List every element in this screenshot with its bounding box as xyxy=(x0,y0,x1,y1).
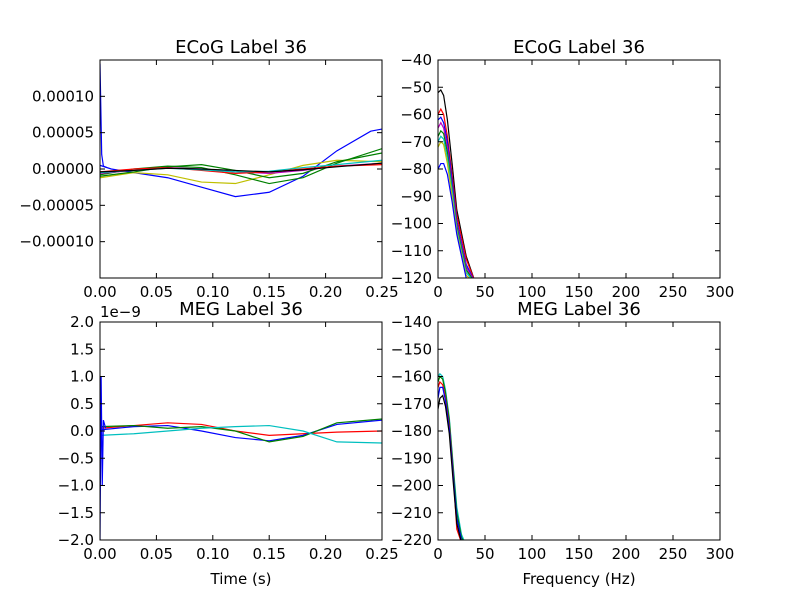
meg-time-xtick-label-4: 0.20 xyxy=(309,545,342,563)
ecog-psd-panel: 0 50 100 150 200 250 300 −40 −50 −60 −70 −80 −90 −100… xyxy=(391,37,735,301)
ecog-psd-xtick-label-3: 150 xyxy=(565,283,594,301)
meg-psd-xtick-label-3: 150 xyxy=(565,545,594,563)
ecog-psd-ytick-label-2: −60 xyxy=(400,106,432,124)
meg-time-panel: 0.00 0.05 0.10 0.15 0.20 0.25 2.0 1.5 1.0 0.5 0.0 −… xyxy=(58,299,399,588)
ecog-psd-ytick-label-3: −70 xyxy=(400,133,432,151)
meg-psd-xtick-label-0: 0 xyxy=(433,545,443,563)
ecog-psd-xtick-label-4: 200 xyxy=(612,283,641,301)
meg-time-axes-frame xyxy=(99,321,383,541)
ecog-psd-xtick-label-6: 300 xyxy=(706,283,735,301)
ecog-psd-axes-frame xyxy=(437,59,721,279)
ecog-time-xtick-label-5: 0.25 xyxy=(365,283,398,301)
meg-time-xtick-label-3: 0.15 xyxy=(252,545,285,563)
meg-psd-ytick-label-2: −160 xyxy=(391,368,432,386)
meg-time-series-line-3 xyxy=(100,424,382,444)
ecog-psd-series-line-1 xyxy=(438,107,475,278)
meg-time-series-line-2 xyxy=(100,418,382,443)
meg-psd-ytick-label-5: −190 xyxy=(391,449,432,467)
ecog-time-ytick-label-2: 0.00000 xyxy=(32,160,94,178)
ecog-time-ytick-label-1: 0.00005 xyxy=(32,124,94,142)
meg-time-xtick-label-5: 0.25 xyxy=(365,545,398,563)
meg-time-xtick-label-1: 0.05 xyxy=(140,545,173,563)
ecog-psd-title: ECoG Label 36 xyxy=(513,37,645,58)
ecog-time-ytick-label-0: 0.00010 xyxy=(32,87,94,105)
meg-psd-ytick-label-1: −150 xyxy=(391,340,432,358)
meg-time-xlabel: Time (s) xyxy=(210,570,272,588)
meg-psd-series-group xyxy=(438,372,465,540)
meg-time-xtick-label-2: 0.10 xyxy=(196,545,229,563)
meg-psd-series-line-3 xyxy=(438,386,463,540)
ecog-time-title: ECoG Label 36 xyxy=(175,37,307,58)
meg-time-offset-text: 1e−9 xyxy=(100,303,141,321)
ecog-time-series-line-8 xyxy=(100,63,108,169)
meg-time-ytick-label-6: −1.0 xyxy=(58,477,94,495)
ecog-psd-series-line-2 xyxy=(438,116,474,278)
ecog-psd-ytick-label-1: −50 xyxy=(400,78,432,96)
ecog-time-series-line-1 xyxy=(100,159,382,185)
meg-psd-xtick-label-1: 50 xyxy=(475,545,494,563)
meg-psd-ytick-label-6: −200 xyxy=(391,477,432,495)
ecog-time-xtick-label-0: 0.00 xyxy=(83,283,116,301)
meg-psd-xtick-label-2: 100 xyxy=(518,545,547,563)
ecog-psd-xtick-label-0: 0 xyxy=(433,283,443,301)
meg-time-series-group xyxy=(100,376,382,540)
meg-time-ytick-label-1: 1.5 xyxy=(70,340,94,358)
meg-time-ytick-label-2: 1.0 xyxy=(70,368,94,386)
ecog-psd-ytick-label-6: −100 xyxy=(391,215,432,233)
meg-psd-xlabel: Frequency (Hz) xyxy=(522,570,635,588)
ecog-time-xtick-label-2: 0.10 xyxy=(196,283,229,301)
meg-psd-series-line-1 xyxy=(438,375,464,540)
meg-psd-xtick-label-6: 300 xyxy=(706,545,735,563)
meg-time-xtick-label-0: 0.00 xyxy=(83,545,116,563)
ecog-psd-ytick-label-8: −120 xyxy=(391,269,432,287)
meg-psd-ytick-label-0: −140 xyxy=(391,313,432,331)
ecog-psd-xtick-label-5: 250 xyxy=(659,283,688,301)
meg-psd-ytick-label-8: −220 xyxy=(391,531,432,549)
ecog-time-series-line-5 xyxy=(100,164,382,174)
ecog-time-xtick-label-4: 0.20 xyxy=(309,283,342,301)
ecog-psd-xtick-label-1: 50 xyxy=(475,283,494,301)
ecog-psd-xtick-label-2: 100 xyxy=(518,283,547,301)
ecog-time-xtick-label-1: 0.05 xyxy=(140,283,173,301)
ecog-time-series-line-7 xyxy=(100,162,382,173)
ecog-psd-ytick-label-7: −110 xyxy=(391,242,432,260)
meg-psd-xtick-label-5: 250 xyxy=(659,545,688,563)
meg-psd-panel: 0 50 100 150 200 250 300 −140 −150 −160 −170 −180 −1… xyxy=(391,299,735,588)
meg-psd-title: MEG Label 36 xyxy=(517,299,641,320)
meg-time-ytick-label-0: 2.0 xyxy=(70,313,94,331)
meg-time-ytick-label-3: 0.5 xyxy=(70,395,94,413)
meg-time-series-line-1 xyxy=(100,419,382,442)
meg-time-ytick-label-5: −0.5 xyxy=(58,449,94,467)
ecog-psd-ytick-label-5: −90 xyxy=(400,187,432,205)
ecog-psd-ytick-label-4: −80 xyxy=(400,160,432,178)
ecog-time-ytick-label-4: −0.00010 xyxy=(19,233,94,251)
ecog-psd-ytick-label-0: −40 xyxy=(400,51,432,69)
meg-time-ytick-label-4: 0.0 xyxy=(70,422,94,440)
meg-psd-xtick-label-4: 200 xyxy=(612,545,641,563)
meg-psd-ytick-label-3: −170 xyxy=(391,395,432,413)
ecog-time-series-group xyxy=(100,63,382,198)
ecog-psd-series-line-7 xyxy=(438,162,468,278)
meg-time-ytick-label-8: −2.0 xyxy=(58,531,94,549)
meg-time-ytick-label-7: −1.5 xyxy=(58,504,94,522)
ecog-time-ytick-label-3: −0.00005 xyxy=(19,196,94,214)
ecog-psd-series-group xyxy=(438,88,475,278)
meg-time-title: MEG Label 36 xyxy=(179,299,303,320)
ecog-time-xtick-label-3: 0.15 xyxy=(252,283,285,301)
ecog-psd-series-line-0 xyxy=(438,88,475,278)
meg-psd-series-line-4 xyxy=(438,394,462,540)
ecog-time-panel: 0.00 0.05 0.10 0.15 0.20 0.25 0.00010 0.00005 0.… xyxy=(19,37,398,301)
meg-psd-axes-frame xyxy=(437,321,721,541)
meg-psd-ytick-label-4: −180 xyxy=(391,422,432,440)
meg-psd-ytick-label-7: −210 xyxy=(391,504,432,522)
